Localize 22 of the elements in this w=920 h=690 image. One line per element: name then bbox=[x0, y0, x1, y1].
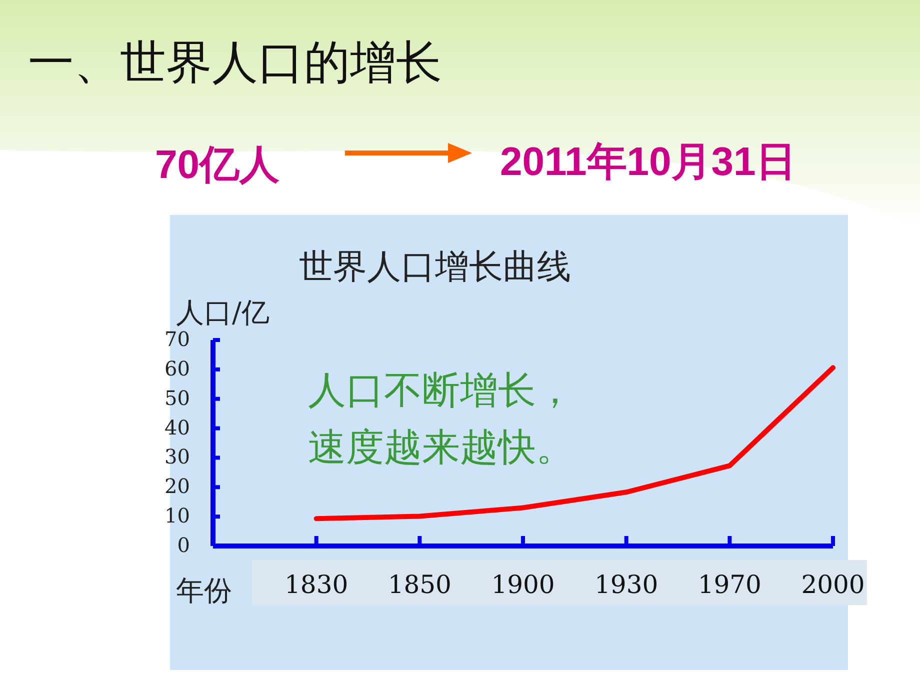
chart-title: 世界人口增长曲线 bbox=[299, 247, 571, 287]
y-tick-label: 0 bbox=[177, 533, 190, 557]
x-tick-label: 1850 bbox=[388, 570, 452, 599]
x-tick-label: 1830 bbox=[284, 570, 348, 599]
y-tick-label: 20 bbox=[164, 474, 190, 498]
y-axis-title: 人口/亿 bbox=[176, 296, 270, 329]
y-tick-label: 10 bbox=[164, 504, 190, 528]
text: 2011年10月31日 bbox=[500, 140, 796, 184]
annotation: 人口不断增长， bbox=[308, 368, 574, 412]
y-tick-label: 60 bbox=[164, 356, 190, 380]
x-tick-label: 2000 bbox=[801, 570, 865, 599]
y-tick-label: 50 bbox=[164, 386, 190, 410]
x-tick-label: 1900 bbox=[491, 570, 555, 599]
y-tick-label: 40 bbox=[164, 415, 190, 440]
text: 70亿人 bbox=[155, 143, 280, 187]
y-tick-label: 70 bbox=[164, 327, 190, 351]
annotation: 速度越来越快。 bbox=[308, 425, 574, 469]
text: 一、世界人口的增长 bbox=[28, 35, 442, 89]
y-tick-label: 30 bbox=[164, 444, 190, 469]
x-axis-title: 年份 bbox=[176, 574, 232, 607]
x-tick-label: 1970 bbox=[698, 570, 762, 599]
x-tick-label: 1930 bbox=[594, 570, 658, 599]
